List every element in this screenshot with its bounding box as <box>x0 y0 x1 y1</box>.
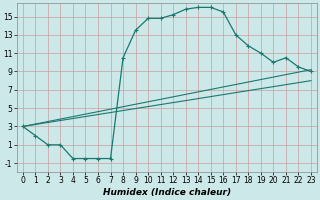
X-axis label: Humidex (Indice chaleur): Humidex (Indice chaleur) <box>103 188 231 197</box>
